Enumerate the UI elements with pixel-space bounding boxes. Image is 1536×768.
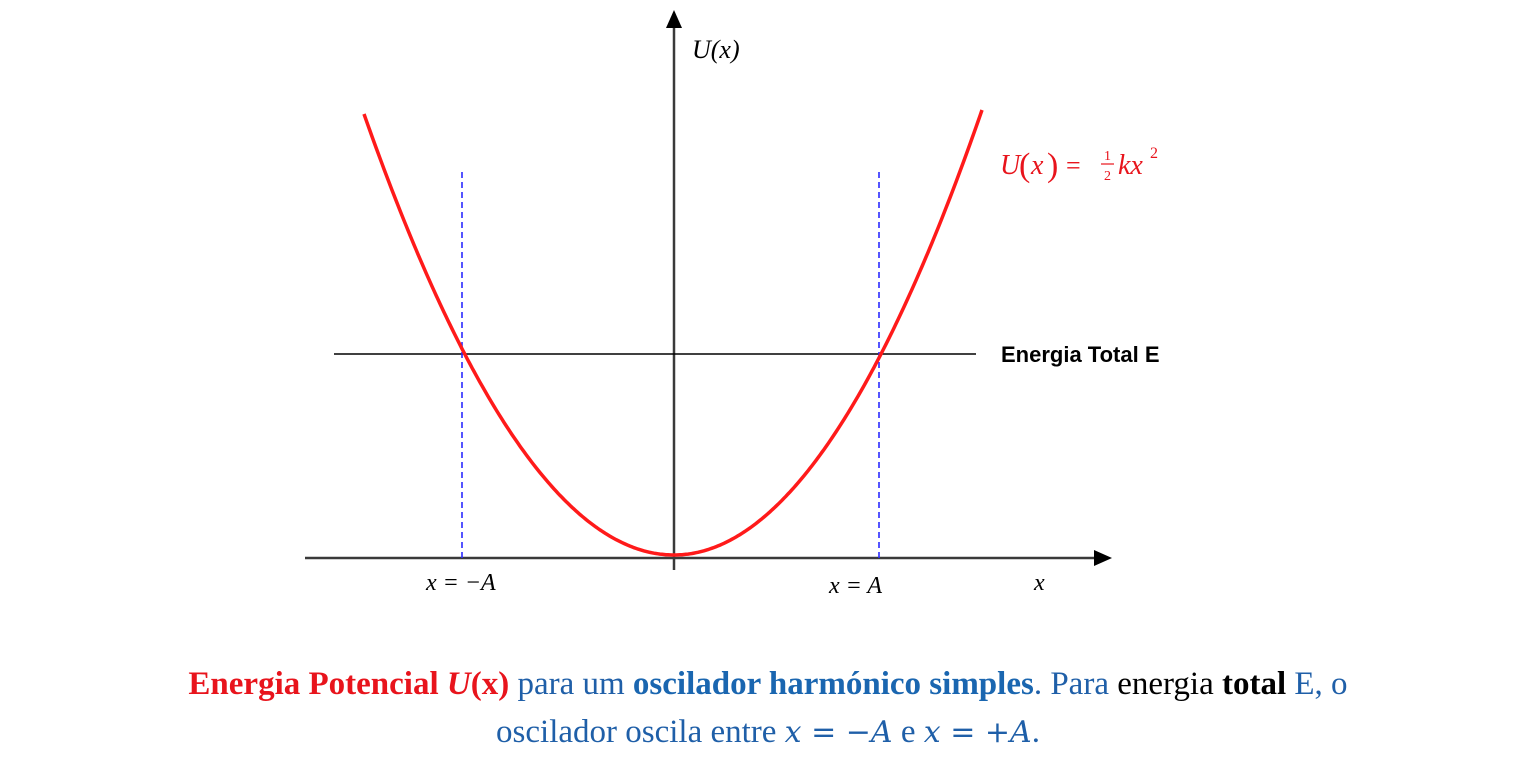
caption-line-1: Energia Potencial U(x) para um oscilador… — [0, 660, 1536, 708]
caption-line-2: oscilador oscila entre x = −A e x = +A. — [0, 708, 1536, 757]
x-axis-label: x — [1033, 570, 1045, 596]
y-axis-arrow-icon — [666, 10, 682, 28]
potential-energy-diagram: U(x) U ( x ) = 1 2 kx 2 Energia Total E … — [305, 10, 1160, 599]
caption-text: e — [892, 714, 924, 750]
svg-text:1: 1 — [1104, 149, 1111, 164]
caption-term-x: (x) — [470, 666, 510, 702]
caption-term-potential-energy: Energia Potencial — [188, 666, 447, 702]
caption-text: oscilador oscila entre — [496, 714, 785, 750]
caption-text: . — [1031, 714, 1040, 750]
caption-math-right: x = +A — [923, 715, 1032, 750]
left-turning-label: x = −A — [425, 570, 496, 596]
potential-curve — [362, 109, 984, 557]
caption-text: para um — [509, 666, 633, 702]
svg-text:2: 2 — [1104, 169, 1111, 184]
energy-label: Energia Total E — [1001, 342, 1160, 367]
caption-term-oscillator: oscilador harmónico simples — [632, 666, 1034, 702]
caption-text: E, o — [1286, 666, 1348, 702]
svg-text:kx: kx — [1118, 150, 1143, 181]
caption-text: energia — [1117, 666, 1222, 702]
right-turning-label: x = A — [828, 573, 882, 599]
svg-text:(: ( — [1019, 147, 1030, 184]
svg-text:=: = — [1066, 151, 1081, 180]
y-axis-label: U(x) — [692, 35, 740, 64]
caption-term-u: U — [446, 666, 471, 702]
figure-caption: Energia Potencial U(x) para um oscilador… — [0, 660, 1536, 757]
svg-text:): ) — [1047, 147, 1058, 184]
caption-text: . Para — [1033, 666, 1118, 702]
svg-text:U: U — [1000, 150, 1022, 181]
svg-text:2: 2 — [1150, 145, 1158, 162]
caption-math-left: x = −A — [784, 715, 893, 750]
curve-formula: U ( x ) = 1 2 kx 2 — [1000, 145, 1158, 184]
svg-text:x: x — [1030, 150, 1044, 181]
x-axis-arrow-icon — [1094, 550, 1112, 566]
caption-term-total: total — [1221, 666, 1287, 702]
